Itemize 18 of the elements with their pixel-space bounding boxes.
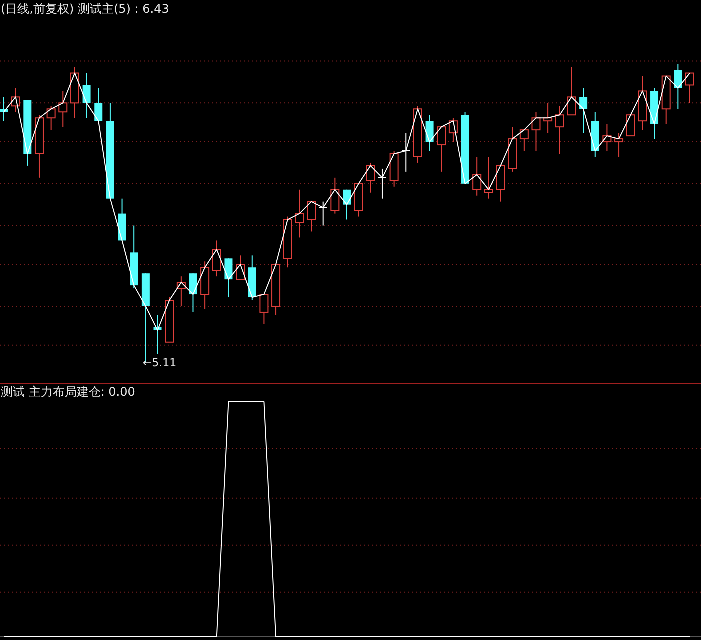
chart-title: 测试 主力布局建仓: 0.00 [1,385,136,399]
candlestick [82,72,91,119]
candlestick [189,273,198,313]
candlestick [638,76,648,131]
candlestick [426,114,434,152]
candlestick [70,66,80,119]
candlestick [58,90,68,128]
candlestick [94,88,103,122]
candlestick [674,64,682,110]
candlestick [472,156,482,196]
chart-title: (日线,前复权) 测试主(5) : 6.43 [1,2,170,16]
candlestick [295,189,304,238]
annotation: ←5.11 [142,356,177,370]
candlestick [532,112,541,152]
candlestick [484,156,494,200]
candlestick [224,258,233,298]
candlestick [212,240,222,278]
candlestick [580,88,588,134]
